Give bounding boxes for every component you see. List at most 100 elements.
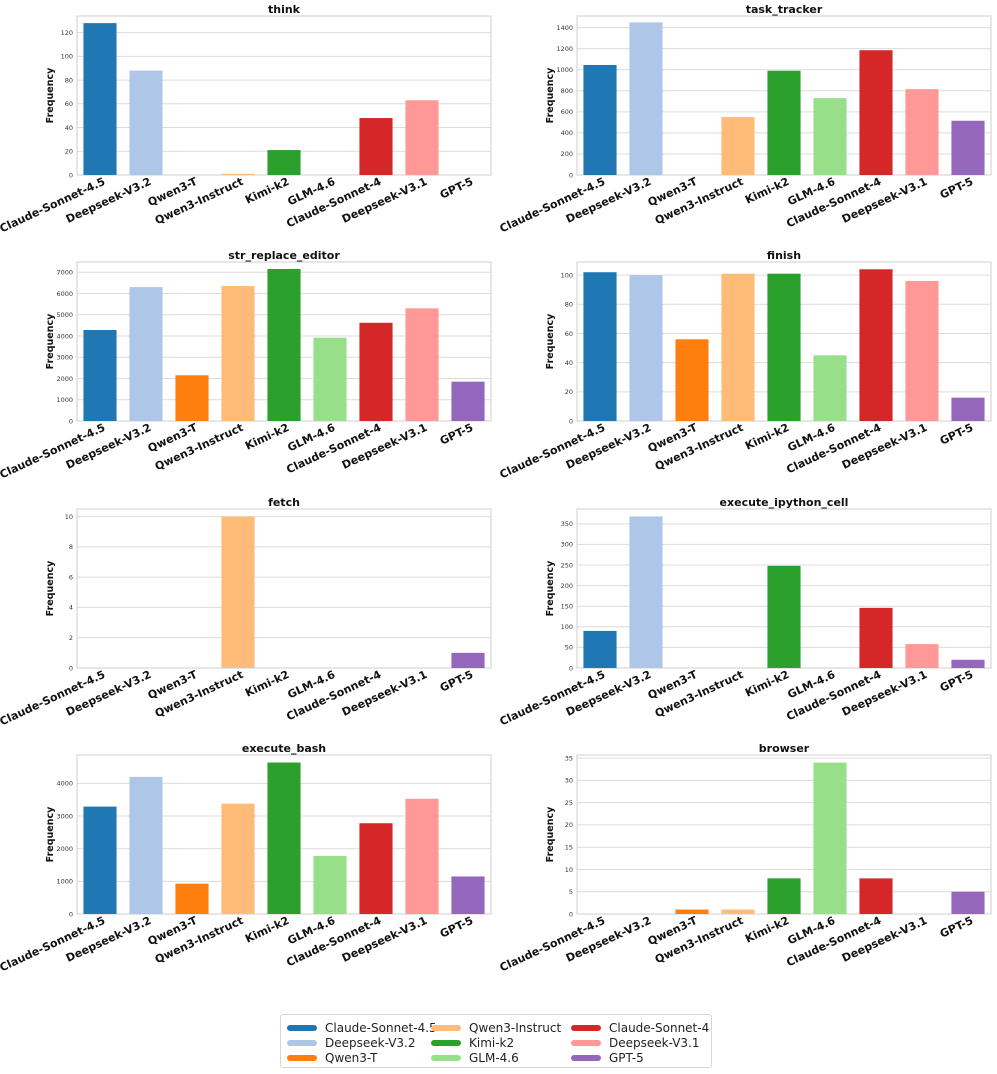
y-tick-label: 5 — [569, 888, 573, 896]
bar — [629, 275, 663, 421]
y-tick-label: 250 — [561, 561, 573, 569]
y-tick-label: 350 — [561, 520, 573, 528]
legend-swatch — [431, 1040, 461, 1046]
legend-item: Claude-Sonnet-4.5 — [287, 1020, 437, 1036]
x-tick-label: GPT-5 — [938, 175, 975, 202]
bar — [175, 375, 209, 421]
plot-frame — [76, 508, 492, 669]
bar — [859, 269, 893, 421]
bar — [951, 120, 985, 175]
x-tick-label: GPT-5 — [438, 421, 475, 448]
y-tick-label: 1400 — [556, 24, 573, 32]
y-tick-label: 20 — [565, 821, 573, 829]
bar — [175, 883, 209, 914]
bar — [675, 339, 709, 421]
bar — [721, 117, 755, 175]
y-tick-label: 20 — [565, 388, 573, 396]
y-tick-label: 1000 — [56, 878, 73, 886]
x-tick-label: Kimi-k2 — [243, 421, 291, 453]
legend-label: Claude-Sonnet-4.5 — [325, 1021, 437, 1035]
legend-swatch — [571, 1055, 601, 1061]
y-tick-label: 0 — [569, 910, 573, 918]
y-tick-label: 400 — [561, 129, 573, 137]
x-tick-label: GPT-5 — [938, 914, 975, 941]
legend-label: Deepseek-V3.1 — [609, 1036, 700, 1050]
legend-label: Qwen3-Instruct — [469, 1021, 562, 1035]
bar — [813, 355, 847, 421]
bar — [405, 798, 439, 914]
y-tick-label: 80 — [65, 76, 73, 84]
bar — [451, 652, 485, 668]
y-tick-label: 10 — [65, 513, 73, 521]
panel-title: browser — [759, 742, 810, 755]
legend-swatch — [571, 1040, 601, 1046]
legend-item: Kimi-k2 — [431, 1035, 514, 1051]
bar — [313, 337, 347, 421]
bar — [583, 630, 617, 668]
bar — [813, 762, 847, 914]
y-tick-label: 10 — [565, 866, 573, 874]
x-tick-label: GPT-5 — [938, 421, 975, 448]
bar — [267, 150, 301, 175]
bar — [859, 607, 893, 668]
y-tick-label: 60 — [565, 330, 573, 338]
y-tick-label: 0 — [69, 171, 73, 179]
legend: Claude-Sonnet-4.5 Deepseek-V3.2 Qwen3-T … — [280, 1014, 712, 1068]
bar — [313, 855, 347, 914]
bar — [629, 516, 663, 668]
x-tick-label: Kimi-k2 — [743, 421, 791, 453]
y-tick-label: 2000 — [56, 375, 73, 383]
y-tick-label: 100 — [561, 271, 573, 279]
legend-label: GLM-4.6 — [469, 1051, 519, 1065]
y-tick-label: 0 — [569, 664, 573, 672]
bar — [859, 50, 893, 175]
y-tick-label: 35 — [565, 754, 573, 762]
legend-swatch — [287, 1055, 317, 1061]
y-tick-label: 0 — [569, 171, 573, 179]
y-tick-label: 1000 — [556, 66, 573, 74]
y-axis-label: Frequency — [545, 806, 556, 862]
y-tick-label: 7000 — [56, 269, 73, 277]
bar — [629, 22, 663, 175]
bar — [221, 803, 255, 914]
bar — [859, 878, 893, 914]
bar — [359, 823, 393, 914]
y-tick-label: 4000 — [56, 332, 73, 340]
bar — [905, 89, 939, 175]
bar — [767, 878, 801, 914]
bar — [767, 70, 801, 175]
y-tick-label: 1000 — [56, 396, 73, 404]
y-tick-label: 0 — [69, 417, 73, 425]
y-axis-label: Frequency — [545, 67, 556, 123]
bar — [767, 565, 801, 668]
x-tick-label: Kimi-k2 — [243, 175, 291, 207]
bar — [905, 280, 939, 421]
bar — [359, 118, 393, 175]
y-tick-label: 60 — [65, 100, 73, 108]
bar — [583, 64, 617, 175]
legend-label: GPT-5 — [609, 1051, 644, 1065]
bar — [951, 659, 985, 668]
legend-item: GLM-4.6 — [431, 1050, 519, 1066]
bar — [451, 876, 485, 914]
y-tick-label: 1200 — [556, 45, 573, 53]
legend-item: Deepseek-V3.1 — [571, 1035, 700, 1051]
x-tick-label: GPT-5 — [438, 668, 475, 695]
y-axis-label: Frequency — [545, 560, 556, 616]
y-tick-label: 3000 — [56, 812, 73, 820]
bar — [951, 397, 985, 421]
bar — [129, 776, 163, 914]
legend-item: Qwen3-T — [287, 1050, 377, 1066]
legend-swatch — [431, 1025, 461, 1031]
y-tick-label: 120 — [61, 29, 73, 37]
legend-label: Qwen3-T — [325, 1051, 378, 1065]
y-tick-label: 600 — [561, 108, 573, 116]
y-tick-label: 3000 — [56, 354, 73, 362]
y-tick-label: 5000 — [56, 311, 73, 319]
y-axis-label: Frequency — [45, 806, 56, 862]
bar — [583, 272, 617, 421]
legend-label: Claude-Sonnet-4 — [609, 1021, 710, 1035]
y-tick-label: 40 — [565, 359, 573, 367]
y-axis-label: Frequency — [45, 560, 56, 616]
bar — [767, 273, 801, 421]
